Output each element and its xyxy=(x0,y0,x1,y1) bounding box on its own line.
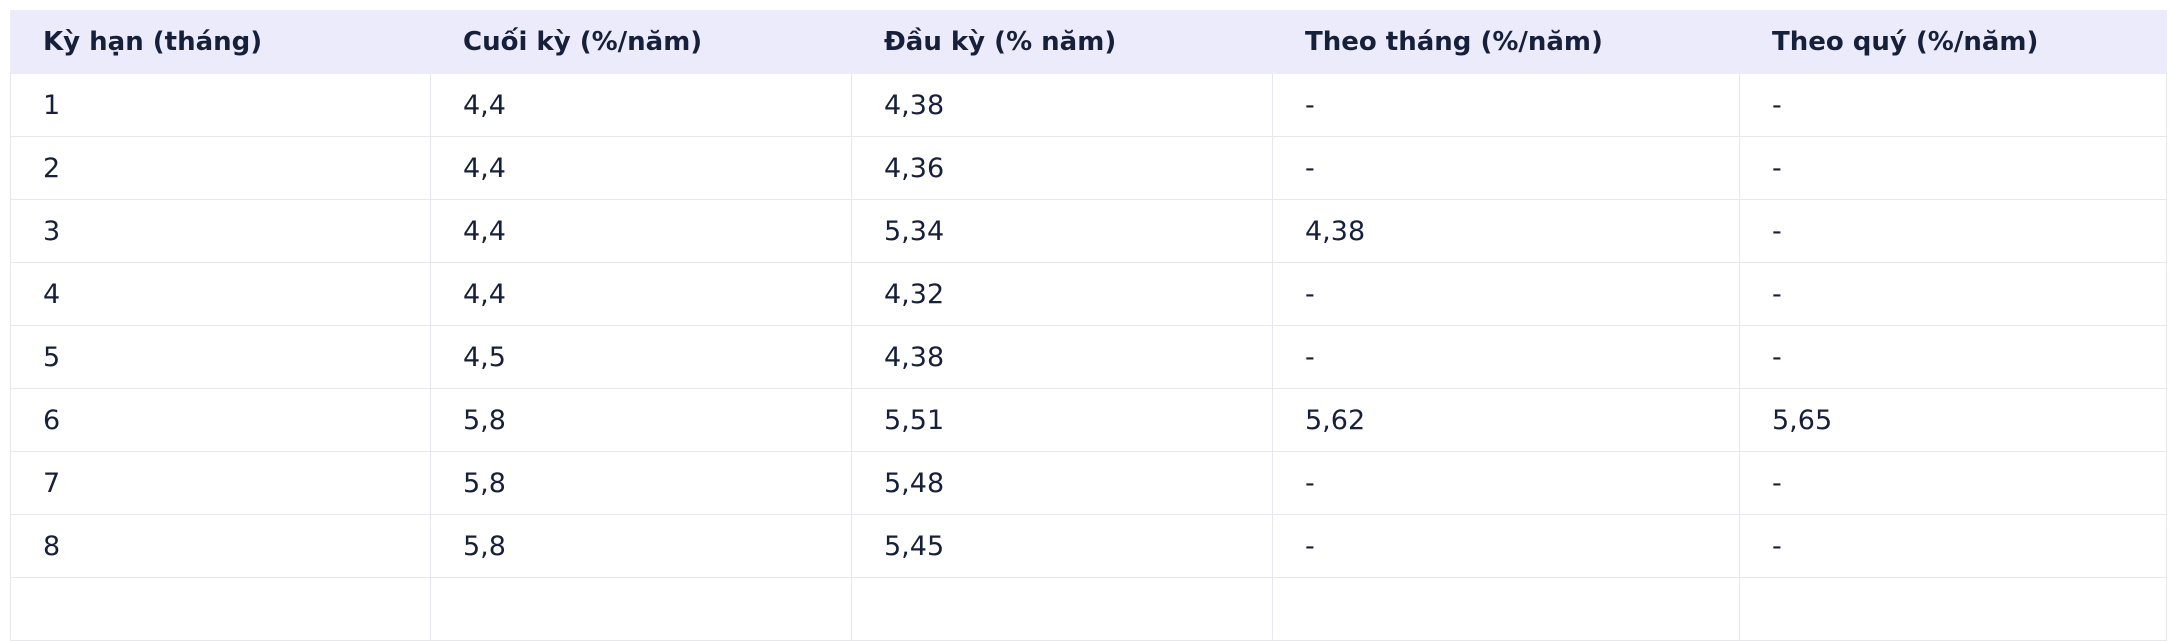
table-body: 1 4,4 4,38- -2 4,4 4,36- -3 4,4 5,34 4,38-4 4,4 4,3… xyxy=(10,73,2167,641)
table-cell: 5,65 xyxy=(1739,388,2167,452)
table-cell: 4,32 xyxy=(851,262,1273,326)
table-cell: 5,34 xyxy=(851,199,1273,263)
table-cell: - xyxy=(1272,325,1740,389)
table-cell: 5,8 xyxy=(430,514,852,578)
table-cell: - xyxy=(1739,451,2167,515)
column-header: Theo tháng (%/năm) xyxy=(1272,10,1740,74)
table-cell: 4 xyxy=(10,262,431,326)
table-row: 1 4,4 4,38- - xyxy=(10,73,2167,137)
table-row: 3 4,4 5,34 4,38- xyxy=(10,199,2167,263)
table-cell: - xyxy=(1739,325,2167,389)
table-cell: 4,4 xyxy=(430,136,852,200)
page: Kỳ hạn (tháng) Cuối kỳ (%/năm) Đầu kỳ (% n… xyxy=(10,10,2167,641)
table-cell: 5,8 xyxy=(430,451,852,515)
table-cell: 4,36 xyxy=(851,136,1273,200)
table-cell: 4,4 xyxy=(430,73,852,137)
table-cell: - xyxy=(1739,514,2167,578)
table-cell: 6 xyxy=(10,388,431,452)
column-header: Đầu kỳ (% năm) xyxy=(851,10,1273,74)
table-head: Kỳ hạn (tháng) Cuối kỳ (%/năm) Đầu kỳ (% n… xyxy=(10,10,2167,74)
table-cell: - xyxy=(1272,262,1740,326)
table-cell: 5,45 xyxy=(851,514,1273,578)
table-cell xyxy=(10,577,431,641)
table-cell xyxy=(851,577,1273,641)
table-cell: 4,38 xyxy=(851,325,1273,389)
table-cell: 3 xyxy=(10,199,431,263)
table-row xyxy=(10,577,2167,641)
table-cell: - xyxy=(1272,73,1740,137)
table-cell: 4,38 xyxy=(1272,199,1740,263)
table-row: 4 4,4 4,32- - xyxy=(10,262,2167,326)
table-cell: - xyxy=(1272,514,1740,578)
table-container: Kỳ hạn (tháng) Cuối kỳ (%/năm) Đầu kỳ (% n… xyxy=(10,10,2167,641)
table-row: 5 4,5 4,38- - xyxy=(10,325,2167,389)
table-row: 7 5,8 5,48- - xyxy=(10,451,2167,515)
table-cell xyxy=(1272,577,1740,641)
header-row: Kỳ hạn (tháng) Cuối kỳ (%/năm) Đầu kỳ (% n… xyxy=(10,10,2167,74)
table-cell: 2 xyxy=(10,136,431,200)
column-header: Theo quý (%/năm) xyxy=(1739,10,2167,74)
table-cell: - xyxy=(1739,262,2167,326)
table-row: 6 5,8 5,51 5,62 5,65 xyxy=(10,388,2167,452)
table-cell: - xyxy=(1739,199,2167,263)
table-cell: 4,4 xyxy=(430,262,852,326)
table-cell: 5,48 xyxy=(851,451,1273,515)
table-cell: 5,62 xyxy=(1272,388,1740,452)
table-cell: 5,8 xyxy=(430,388,852,452)
table-cell xyxy=(430,577,852,641)
table-cell: 7 xyxy=(10,451,431,515)
table-cell: 1 xyxy=(10,73,431,137)
table-cell: 4,5 xyxy=(430,325,852,389)
table-cell: - xyxy=(1272,136,1740,200)
table-cell: 5 xyxy=(10,325,431,389)
rates-table: Kỳ hạn (tháng) Cuối kỳ (%/năm) Đầu kỳ (% n… xyxy=(10,10,2167,641)
table-row: 8 5,8 5,45- - xyxy=(10,514,2167,578)
table-cell: - xyxy=(1739,73,2167,137)
table-cell: 4,38 xyxy=(851,73,1273,137)
table-cell xyxy=(1739,577,2167,641)
table-cell: - xyxy=(1739,136,2167,200)
table-row: 2 4,4 4,36- - xyxy=(10,136,2167,200)
table-cell: 4,4 xyxy=(430,199,852,263)
column-header: Cuối kỳ (%/năm) xyxy=(430,10,852,74)
column-header: Kỳ hạn (tháng) xyxy=(10,10,431,74)
table-cell: - xyxy=(1272,451,1740,515)
table-cell: 5,51 xyxy=(851,388,1273,452)
table-cell: 8 xyxy=(10,514,431,578)
